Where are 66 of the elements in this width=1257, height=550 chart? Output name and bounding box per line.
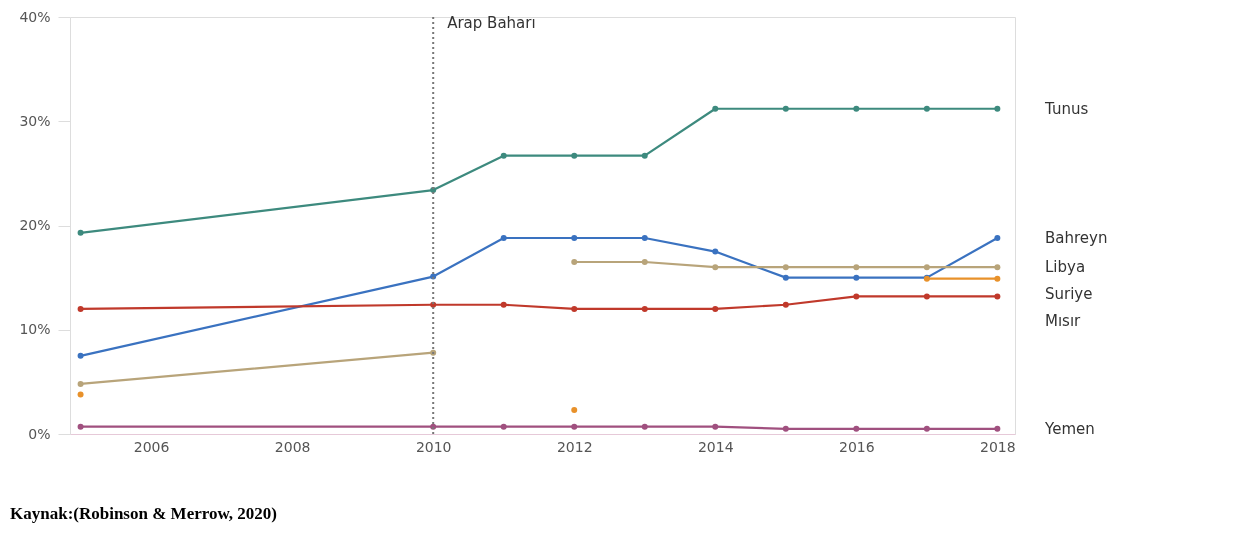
point bbox=[923, 293, 930, 300]
text: Libya bbox=[1045, 258, 1086, 277]
point bbox=[853, 274, 860, 281]
y-tick-label: 0% bbox=[28, 425, 51, 442]
point bbox=[77, 391, 84, 398]
point bbox=[923, 105, 930, 112]
point bbox=[500, 235, 507, 241]
x-tick-label: 2006 bbox=[133, 438, 170, 455]
x-tick-label: 2008 bbox=[274, 438, 311, 455]
y-tick-label: 10% bbox=[19, 321, 51, 338]
point bbox=[853, 264, 860, 271]
point bbox=[641, 235, 648, 241]
point bbox=[923, 264, 930, 271]
point bbox=[77, 380, 84, 387]
point bbox=[77, 305, 84, 312]
point bbox=[853, 105, 860, 112]
x-tick-label: 2016 bbox=[839, 438, 875, 455]
point bbox=[641, 258, 648, 265]
text: Mısır bbox=[1045, 312, 1082, 331]
point bbox=[994, 293, 1001, 300]
point bbox=[994, 275, 1001, 282]
point bbox=[571, 258, 578, 265]
point bbox=[923, 425, 930, 432]
y-tick-label: 40% bbox=[19, 8, 51, 25]
point bbox=[571, 407, 578, 414]
point bbox=[77, 229, 84, 236]
point bbox=[782, 425, 789, 432]
point bbox=[641, 152, 648, 159]
point bbox=[712, 248, 719, 255]
point bbox=[994, 264, 1001, 271]
text: Bahreyn bbox=[1045, 229, 1108, 248]
x-tick-label: 2010 bbox=[415, 438, 452, 455]
x-tick-label: 2012 bbox=[556, 438, 593, 455]
point bbox=[782, 264, 789, 271]
point bbox=[571, 423, 578, 430]
ref-line-label: Arap Baharı bbox=[447, 14, 536, 32]
point bbox=[782, 301, 789, 308]
point bbox=[641, 423, 648, 430]
point bbox=[500, 152, 507, 159]
y-tick-label: 20% bbox=[19, 217, 51, 233]
text: Tunus bbox=[1044, 99, 1089, 118]
point bbox=[712, 105, 719, 112]
point bbox=[782, 105, 789, 112]
text: Suriye bbox=[1045, 285, 1093, 304]
text: Kaynak:(Robinson & Merrow, 2020) bbox=[10, 504, 277, 523]
point bbox=[77, 423, 84, 430]
text: Yemen bbox=[1044, 419, 1095, 438]
point bbox=[782, 274, 789, 281]
point bbox=[712, 305, 719, 312]
point bbox=[571, 235, 578, 241]
point bbox=[571, 305, 578, 312]
point bbox=[77, 352, 84, 359]
x-tick-label: 2014 bbox=[697, 438, 734, 455]
point bbox=[712, 264, 719, 271]
point bbox=[571, 152, 578, 159]
point bbox=[994, 425, 1001, 432]
point bbox=[500, 423, 507, 430]
point bbox=[994, 105, 1001, 112]
point bbox=[853, 425, 860, 432]
x-tick-label: 2018 bbox=[980, 438, 1016, 455]
point bbox=[500, 301, 507, 308]
point bbox=[712, 423, 719, 430]
point bbox=[853, 293, 860, 300]
point bbox=[994, 235, 1001, 241]
y-tick-label: 30% bbox=[19, 112, 51, 129]
point bbox=[641, 305, 648, 312]
